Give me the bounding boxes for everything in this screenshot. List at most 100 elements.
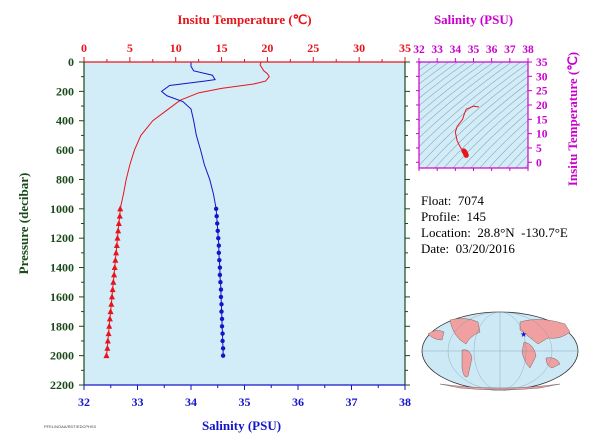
isopycnal-line [419, 69, 528, 167]
temperature-marker [115, 220, 122, 226]
ts-salinity-tick-label: 38 [522, 44, 534, 56]
float-location-marker: ★ [520, 330, 527, 339]
temperature-marker [104, 344, 111, 351]
ts-temperature-tick-label: 20 [536, 100, 548, 112]
temperature-tick-label: 30 [353, 41, 365, 55]
ts-trace-marker [463, 152, 469, 158]
pressure-tick-label: 1600 [50, 290, 74, 304]
temperature-marker [106, 322, 113, 329]
salinity-tick-label: 37 [346, 395, 358, 409]
ts-salinity-tick-label: 35 [468, 44, 480, 56]
ts-temperature-tick-label: 10 [536, 129, 548, 141]
ts-salinity-tick-label: 34 [450, 44, 462, 56]
date: Date: 03/20/2016 [421, 241, 515, 256]
salinity-tick-label: 32 [78, 395, 90, 409]
salinity-marker [218, 294, 224, 300]
temperature-marker [116, 212, 123, 219]
temperature-tick-label: 15 [216, 41, 228, 55]
pressure-tick-label: 400 [56, 114, 74, 128]
ts-salinity-tick-label: 33 [431, 44, 443, 56]
temperature-marker [110, 278, 117, 285]
ts-salinity-tick-label: 36 [486, 44, 498, 56]
map-land [427, 318, 571, 391]
temperature-marker [112, 256, 119, 263]
salinity-tick-label: 34 [185, 395, 197, 409]
isopycnal-line [488, 128, 528, 168]
temperature-marker [114, 234, 121, 241]
ts-temperature-tick-label: 25 [536, 86, 548, 98]
isopycnal-lines [419, 62, 528, 168]
salinity-marker [215, 228, 220, 234]
isopycnal-group [419, 62, 528, 168]
isopycnal-line [434, 82, 528, 168]
salinity-tick-label: 38 [399, 395, 411, 409]
isopycnal-line [419, 62, 504, 130]
pressure-axis-title: Pressure (decibar) [16, 173, 31, 275]
ts-series-layer [454, 105, 480, 158]
salinity-marker [220, 353, 226, 358]
temperature-marker [111, 264, 118, 271]
float-id: Float: 7074 [421, 193, 484, 208]
temperature-tick-label: 0 [81, 41, 87, 55]
salinity-marker [215, 221, 220, 226]
ts-salinity-tick-label: 32 [413, 44, 425, 56]
pressure-tick-label: 1400 [50, 261, 74, 275]
pressure-tick-label: 2200 [50, 378, 74, 392]
isopycnal-line [419, 62, 522, 148]
isopycnal-line [452, 97, 528, 168]
ts-temperature-tick-label: 5 [536, 143, 542, 155]
ts-temperature-axis-title: Insitu Temperature (℃) [565, 52, 580, 186]
pressure-tick-label: 800 [56, 172, 74, 186]
salinity-tick-label: 33 [132, 395, 144, 409]
salinity-marker [216, 250, 222, 256]
salinity-marker [213, 206, 219, 212]
temperature-marker [111, 271, 118, 278]
isopycnal-line [443, 89, 528, 168]
temperature-marker [109, 286, 116, 293]
isopycnal-line [497, 136, 528, 168]
temperature-marker [117, 205, 124, 212]
temperature-tick-label: 25 [307, 41, 319, 55]
ts-salinity-axis-title: Salinity (PSU) [434, 12, 513, 27]
temperature-marker [113, 249, 120, 256]
temperature-marker [103, 352, 110, 359]
salinity-marker [216, 243, 222, 248]
salinity-marker [216, 235, 221, 241]
temperature-marker [104, 337, 111, 344]
profile-series-layer [103, 61, 270, 359]
salinity-tick-label: 36 [292, 395, 304, 409]
profile-number: Profile: 145 [421, 209, 486, 224]
isopycnal-line [506, 145, 528, 168]
isopycnal-line [419, 62, 486, 114]
location: Location: 28.8°N -130.7°E [421, 225, 568, 240]
temperature-marker [105, 330, 112, 337]
salinity-marker [220, 346, 226, 351]
salinity-marker [220, 338, 225, 344]
temperature-marker [107, 308, 114, 315]
temperature-axis-title: Insitu Temperature (℃) [177, 12, 311, 27]
salinity-tick-label: 35 [239, 395, 251, 409]
isopycnal-line [515, 154, 528, 168]
salinity-marker [219, 316, 225, 322]
temperature-marker [108, 300, 115, 307]
pressure-tick-label: 1200 [50, 231, 74, 245]
temperature-tick-label: 20 [261, 41, 273, 55]
world-map: ★ [421, 311, 579, 391]
pressure-tick-label: 2000 [50, 349, 74, 363]
salinity-marker [219, 309, 224, 314]
salinity-marker [218, 287, 224, 292]
ts-temperature-tick-label: 15 [536, 114, 548, 126]
temperature-marker [106, 315, 113, 322]
salinity-marker [218, 280, 223, 285]
salinity-marker [217, 272, 223, 278]
map-graticule [422, 311, 578, 391]
isopycnal-line [419, 62, 513, 139]
isopycnal-line [425, 76, 528, 168]
ts-temperature-tick-label: 0 [536, 157, 542, 169]
pressure-tick-label: 200 [56, 84, 74, 98]
isopycnal-line [419, 62, 528, 157]
salinity-marker [219, 324, 225, 329]
salinity-marker [220, 331, 225, 336]
isopycnal-line [461, 104, 528, 168]
isopycnal-line [470, 112, 528, 168]
